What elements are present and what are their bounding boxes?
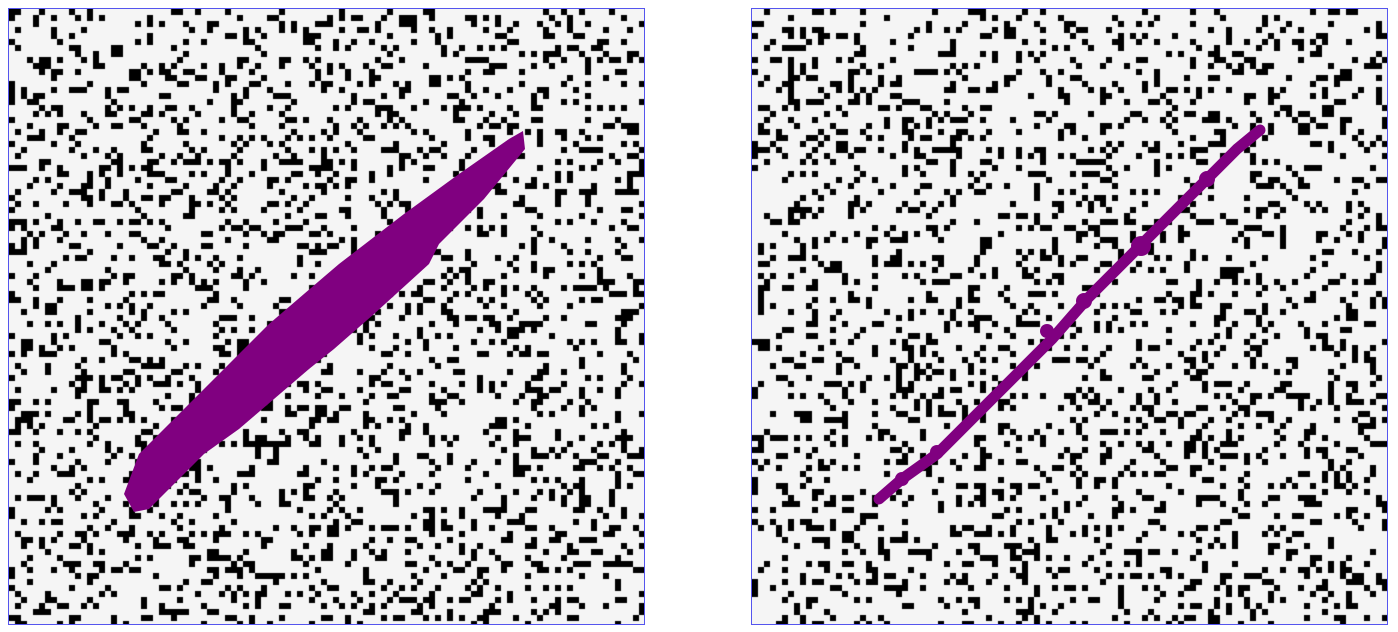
path-overlay-right [873, 124, 1266, 505]
filled-band-region [124, 131, 525, 512]
path-blob [1076, 293, 1092, 309]
path-blob [1131, 236, 1151, 256]
path-blob [1040, 324, 1054, 338]
left-grid-panel [8, 8, 645, 625]
path-overlay-left [124, 131, 525, 512]
path-blob [930, 445, 944, 459]
path-blob [895, 472, 909, 486]
path-blob [1199, 171, 1215, 187]
right-grid-panel [751, 8, 1388, 625]
